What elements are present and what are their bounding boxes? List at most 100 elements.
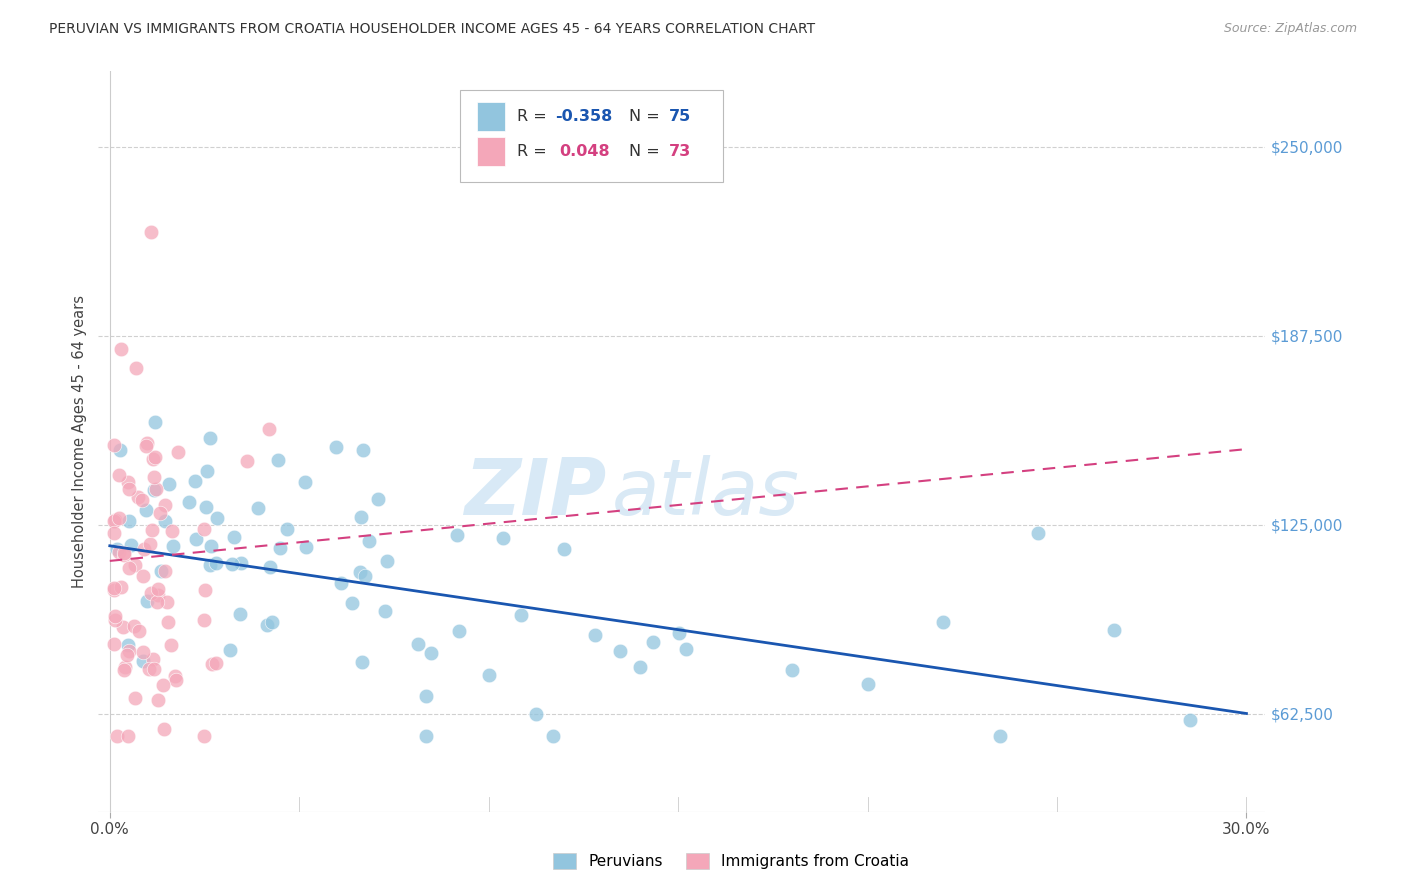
Point [114, 660, 136, 674]
Point [104, 609, 127, 624]
Point [124, 619, 146, 633]
Point [366, 491, 388, 506]
Point [162, 539, 184, 553]
Y-axis label: Householder Income Ages 45 - 64 years: Householder Income Ages 45 - 64 years [72, 295, 87, 588]
Point [179, 495, 201, 509]
Point [446, 528, 468, 542]
Text: Source: ZipAtlas.com: Source: ZipAtlas.com [1223, 22, 1357, 36]
Point [117, 482, 139, 496]
Point [141, 225, 163, 239]
Point [932, 615, 955, 629]
Point [229, 607, 252, 621]
Point [350, 509, 373, 524]
Point [108, 545, 131, 559]
Point [135, 435, 157, 450]
Point [184, 474, 207, 488]
Point [132, 654, 155, 668]
Point [143, 662, 166, 676]
Point [294, 475, 316, 489]
Point [156, 615, 179, 629]
Point [127, 490, 149, 504]
Point [269, 541, 291, 556]
Point [1178, 713, 1201, 727]
Point [349, 565, 371, 579]
Point [103, 514, 125, 528]
Point [131, 493, 153, 508]
Point [350, 656, 373, 670]
Point [146, 692, 169, 706]
Point [641, 635, 664, 649]
Text: PERUVIAN VS IMMIGRANTS FROM CROATIA HOUSEHOLDER INCOME AGES 45 - 64 YEARS CORREL: PERUVIAN VS IMMIGRANTS FROM CROATIA HOUS… [49, 22, 815, 37]
Point [194, 500, 217, 514]
Point [377, 554, 399, 568]
Text: R =: R = [517, 109, 553, 124]
Point [103, 526, 125, 541]
Point [201, 657, 224, 672]
Point [110, 343, 132, 357]
Point [118, 644, 141, 658]
Point [112, 663, 135, 677]
Point [148, 506, 170, 520]
Text: -0.358: -0.358 [555, 109, 612, 124]
Point [195, 464, 218, 478]
Point [155, 564, 177, 578]
Point [159, 476, 181, 491]
Legend: Peruvians, Immigrants from Croatia: Peruvians, Immigrants from Croatia [547, 847, 915, 875]
Point [236, 453, 259, 467]
Point [780, 663, 803, 677]
Point [156, 595, 179, 609]
Point [1102, 624, 1125, 638]
Point [257, 422, 280, 436]
Text: 75: 75 [669, 109, 692, 124]
Point [276, 522, 298, 536]
Point [146, 582, 169, 596]
Point [112, 620, 135, 634]
Point [1026, 525, 1049, 540]
Point [267, 453, 290, 467]
Text: 73: 73 [669, 144, 692, 159]
Point [193, 729, 215, 743]
Point [200, 431, 222, 445]
FancyBboxPatch shape [477, 136, 505, 166]
Point [132, 645, 155, 659]
Point [221, 558, 243, 572]
Point [329, 575, 352, 590]
Point [153, 499, 176, 513]
Point [107, 467, 129, 482]
Point [121, 538, 143, 552]
Point [340, 597, 363, 611]
Text: R =: R = [517, 144, 557, 159]
Point [153, 722, 176, 736]
Point [103, 637, 125, 651]
Point [118, 514, 141, 528]
Point [205, 556, 228, 570]
Point [131, 568, 153, 582]
Point [374, 604, 396, 618]
Point [138, 662, 160, 676]
Point [150, 564, 173, 578]
Point [259, 560, 281, 574]
Point [104, 513, 127, 527]
Point [205, 657, 228, 671]
Point [160, 638, 183, 652]
Point [128, 624, 150, 639]
Point [124, 558, 146, 573]
Point [143, 450, 166, 464]
Text: N =: N = [630, 109, 665, 124]
Point [139, 586, 162, 600]
Point [125, 360, 148, 375]
Point [406, 637, 429, 651]
Point [142, 652, 165, 666]
Point [541, 729, 564, 743]
Point [205, 511, 228, 525]
Point [117, 638, 139, 652]
Point [103, 438, 125, 452]
Text: ZIP: ZIP [464, 455, 606, 532]
Point [136, 593, 159, 607]
Point [117, 729, 139, 743]
Point [132, 541, 155, 556]
Point [160, 524, 183, 538]
Point [353, 569, 375, 583]
Point [146, 594, 169, 608]
Point [112, 546, 135, 560]
